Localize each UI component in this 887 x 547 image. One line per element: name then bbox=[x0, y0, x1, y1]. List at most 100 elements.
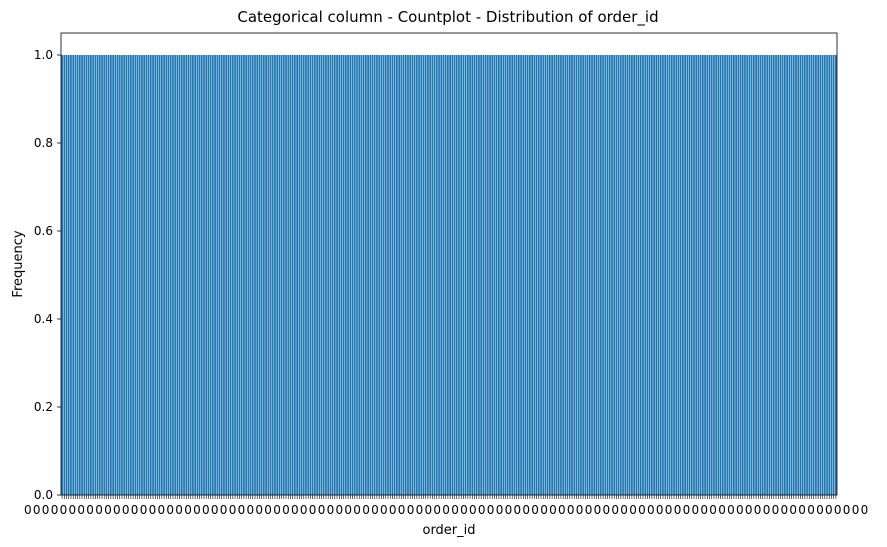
x-tick-label: 0 bbox=[576, 503, 584, 517]
x-tick-label: 0 bbox=[611, 503, 619, 517]
bar bbox=[169, 55, 172, 495]
bar bbox=[413, 55, 416, 495]
bar bbox=[225, 55, 228, 495]
bar bbox=[786, 55, 788, 495]
x-tick-label: 0 bbox=[772, 503, 780, 517]
bar bbox=[548, 55, 551, 495]
bar bbox=[790, 55, 793, 495]
bar bbox=[604, 55, 607, 495]
bar bbox=[544, 55, 547, 495]
x-tick-label: 0 bbox=[166, 503, 174, 517]
bar bbox=[533, 55, 536, 495]
bar bbox=[633, 55, 636, 495]
bar bbox=[67, 55, 70, 495]
x-tick-label: 0 bbox=[425, 503, 433, 517]
bar bbox=[801, 55, 804, 495]
bar bbox=[777, 55, 780, 495]
bar bbox=[666, 55, 669, 495]
x-tick-label: 0 bbox=[496, 503, 504, 517]
bar bbox=[429, 55, 432, 495]
y-tick-label: 0.4 bbox=[34, 312, 53, 326]
bar bbox=[338, 55, 341, 495]
bar bbox=[373, 55, 376, 495]
bar bbox=[810, 55, 813, 495]
bar bbox=[498, 55, 500, 495]
bar bbox=[509, 55, 511, 495]
x-tick-label: 0 bbox=[727, 503, 735, 517]
bar bbox=[726, 55, 729, 495]
bar bbox=[163, 55, 165, 495]
bar bbox=[382, 55, 385, 495]
bar bbox=[690, 55, 693, 495]
bar bbox=[431, 55, 434, 495]
bar bbox=[830, 55, 833, 495]
bar bbox=[98, 55, 101, 495]
y-tick-label: 0.0 bbox=[34, 488, 53, 502]
bar bbox=[269, 55, 272, 495]
bar bbox=[529, 55, 531, 495]
bar bbox=[491, 55, 494, 495]
x-tick-label: 0 bbox=[193, 503, 201, 517]
bar bbox=[391, 55, 394, 495]
bar bbox=[327, 55, 330, 495]
x-tick-label: 0 bbox=[469, 503, 477, 517]
x-tick-label: 0 bbox=[603, 503, 611, 517]
bar bbox=[770, 55, 773, 495]
bar bbox=[342, 55, 345, 495]
bar bbox=[553, 55, 556, 495]
bar bbox=[172, 55, 174, 495]
bar bbox=[752, 55, 755, 495]
bar bbox=[835, 55, 837, 495]
bar bbox=[715, 55, 718, 495]
x-tick-label: 0 bbox=[798, 503, 806, 517]
bar bbox=[475, 55, 478, 495]
bar bbox=[686, 55, 689, 495]
bar bbox=[316, 55, 318, 495]
bar bbox=[704, 55, 706, 495]
bar bbox=[808, 55, 811, 495]
bar bbox=[788, 55, 791, 495]
bar bbox=[174, 55, 177, 495]
bar bbox=[320, 55, 323, 495]
x-tick-label: 0 bbox=[336, 503, 344, 517]
bar bbox=[575, 55, 578, 495]
bar bbox=[595, 55, 598, 495]
bar bbox=[566, 55, 569, 495]
bar bbox=[356, 55, 358, 495]
bar bbox=[236, 55, 239, 495]
bar bbox=[180, 55, 183, 495]
bar bbox=[282, 55, 285, 495]
x-tick-label: 0 bbox=[451, 503, 459, 517]
bar bbox=[737, 55, 740, 495]
x-tick-label: 0 bbox=[184, 503, 192, 517]
x-tick-label: 0 bbox=[42, 503, 50, 517]
bar bbox=[664, 55, 667, 495]
bar bbox=[728, 55, 731, 495]
x-tick-label: 0 bbox=[656, 503, 664, 517]
bar bbox=[564, 55, 567, 495]
bar bbox=[524, 55, 527, 495]
bar bbox=[659, 55, 662, 495]
bar bbox=[455, 55, 458, 495]
bar bbox=[679, 55, 682, 495]
bar bbox=[92, 55, 95, 495]
bar bbox=[748, 55, 751, 495]
x-tick-label: 0 bbox=[683, 503, 691, 517]
x-tick-label: 0 bbox=[505, 503, 513, 517]
bar bbox=[599, 55, 602, 495]
bar bbox=[473, 55, 476, 495]
x-tick-label: 0 bbox=[789, 503, 797, 517]
bar bbox=[688, 55, 691, 495]
bar bbox=[424, 55, 427, 495]
bar bbox=[74, 55, 77, 495]
bar bbox=[675, 55, 678, 495]
bar bbox=[535, 55, 538, 495]
x-tick-label: 0 bbox=[255, 503, 263, 517]
bar bbox=[322, 55, 325, 495]
x-tick-label: 0 bbox=[77, 503, 85, 517]
x-tick-label: 0 bbox=[638, 503, 646, 517]
x-tick-label: 0 bbox=[807, 503, 815, 517]
x-tick-label: 0 bbox=[665, 503, 673, 517]
bar bbox=[571, 55, 573, 495]
bar bbox=[735, 55, 737, 495]
